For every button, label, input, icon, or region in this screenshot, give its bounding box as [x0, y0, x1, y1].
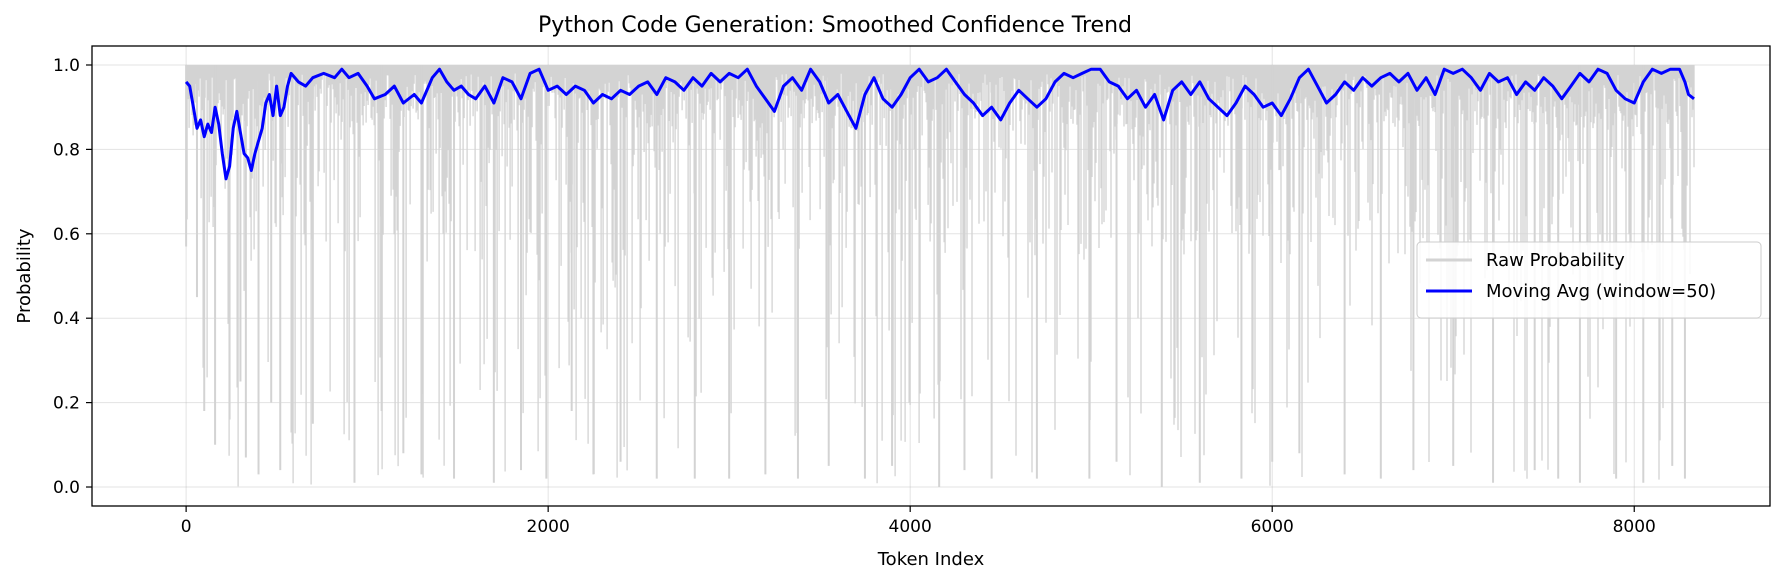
x-tick-label: 0: [181, 517, 192, 537]
tick-layer: 0 2000 4000 6000 8000 0.0 0.2 0.4 0.6 0.8 1.0: [53, 56, 1656, 537]
x-tick-label: 4000: [889, 517, 932, 537]
y-tick-label: 0.4: [53, 309, 80, 329]
moving-average-line: [184, 67, 1695, 181]
legend-box: [1416, 241, 1762, 319]
y-tick-label: 1.0: [53, 56, 80, 76]
y-tick-label: 0.6: [53, 225, 80, 245]
x-tick-label: 6000: [1251, 517, 1294, 537]
y-tick-label: 0.8: [53, 140, 80, 160]
raw-probability-layer: [185, 64, 1695, 488]
y-tick-label: 0.0: [53, 478, 80, 498]
legend: Raw Probability Moving Avg (window=50): [1416, 241, 1762, 319]
chart-title: Python Code Generation: Smoothed Confide…: [538, 13, 1132, 38]
legend-label-raw-probability: Raw Probability: [1486, 250, 1625, 271]
moving-average-layer: [184, 67, 1695, 181]
legend-label-moving-average: Moving Avg (window=50): [1486, 281, 1716, 302]
y-axis-title: Probability: [14, 228, 35, 323]
plot-frame: [91, 45, 1771, 507]
x-axis-title: Token Index: [877, 549, 985, 570]
x-tick-label: 2000: [527, 517, 570, 537]
y-tick-label: 0.2: [53, 394, 80, 414]
x-tick-label: 8000: [1613, 517, 1656, 537]
